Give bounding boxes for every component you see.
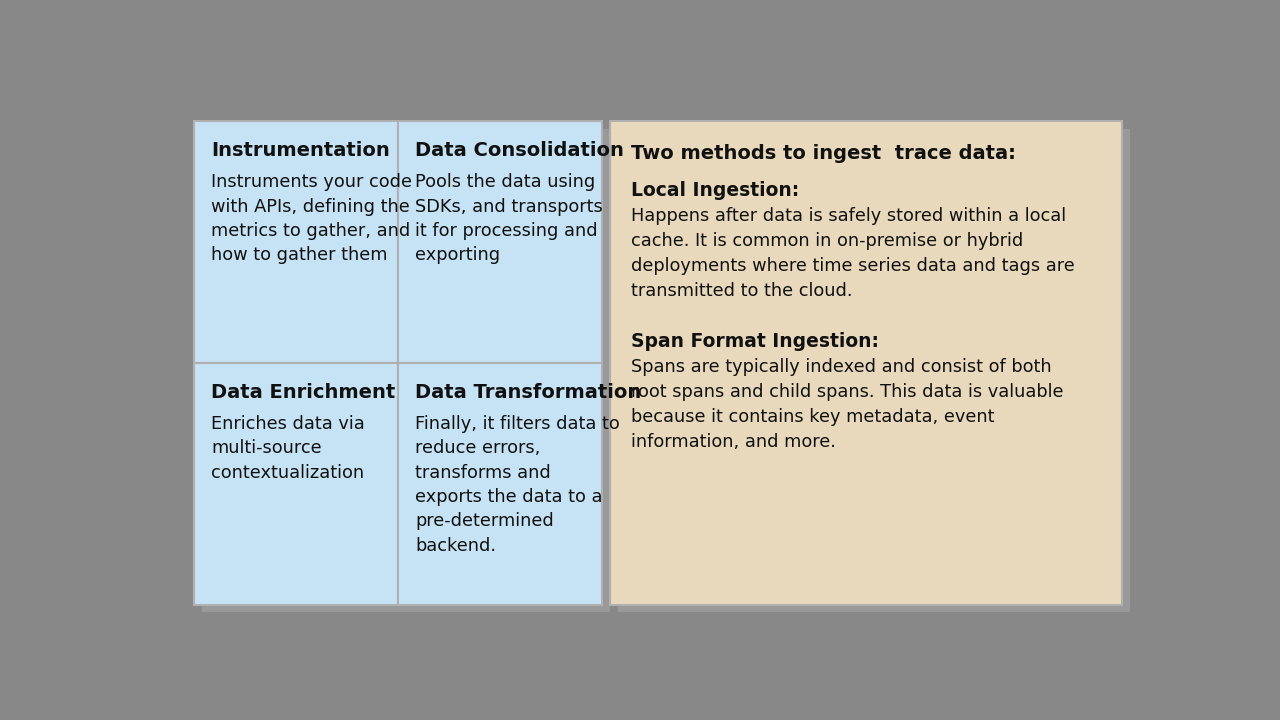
FancyBboxPatch shape	[609, 121, 1121, 605]
FancyBboxPatch shape	[195, 363, 398, 605]
FancyBboxPatch shape	[617, 129, 1129, 612]
Text: Local Ingestion:: Local Ingestion:	[631, 181, 800, 200]
Text: Span Format Ingestion:: Span Format Ingestion:	[631, 332, 879, 351]
Text: Enriches data via
multi-source
contextualization: Enriches data via multi-source contextua…	[211, 415, 365, 482]
FancyBboxPatch shape	[398, 363, 602, 605]
FancyBboxPatch shape	[195, 121, 398, 363]
Text: Two methods to ingest  trace data:: Two methods to ingest trace data:	[631, 144, 1016, 163]
Text: Happens after data is safely stored within a local
cache. It is common in on-pre: Happens after data is safely stored with…	[631, 207, 1075, 300]
Text: Instruments your code
with APIs, defining the
metrics to gather, and
how to gath: Instruments your code with APIs, definin…	[211, 174, 412, 264]
Text: Data Enrichment: Data Enrichment	[211, 383, 396, 402]
Text: Data Consolidation: Data Consolidation	[415, 141, 623, 160]
Text: Instrumentation: Instrumentation	[211, 141, 389, 160]
Text: Data Transformation: Data Transformation	[415, 383, 641, 402]
Text: Finally, it filters data to
reduce errors,
transforms and
exports the data to a
: Finally, it filters data to reduce error…	[415, 415, 620, 554]
FancyBboxPatch shape	[398, 121, 602, 363]
Text: Spans are typically indexed and consist of both
root spans and child spans. This: Spans are typically indexed and consist …	[631, 359, 1064, 451]
Text: Pools the data using
SDKs, and transports
it for processing and
exporting: Pools the data using SDKs, and transport…	[415, 174, 603, 264]
FancyBboxPatch shape	[202, 129, 609, 612]
